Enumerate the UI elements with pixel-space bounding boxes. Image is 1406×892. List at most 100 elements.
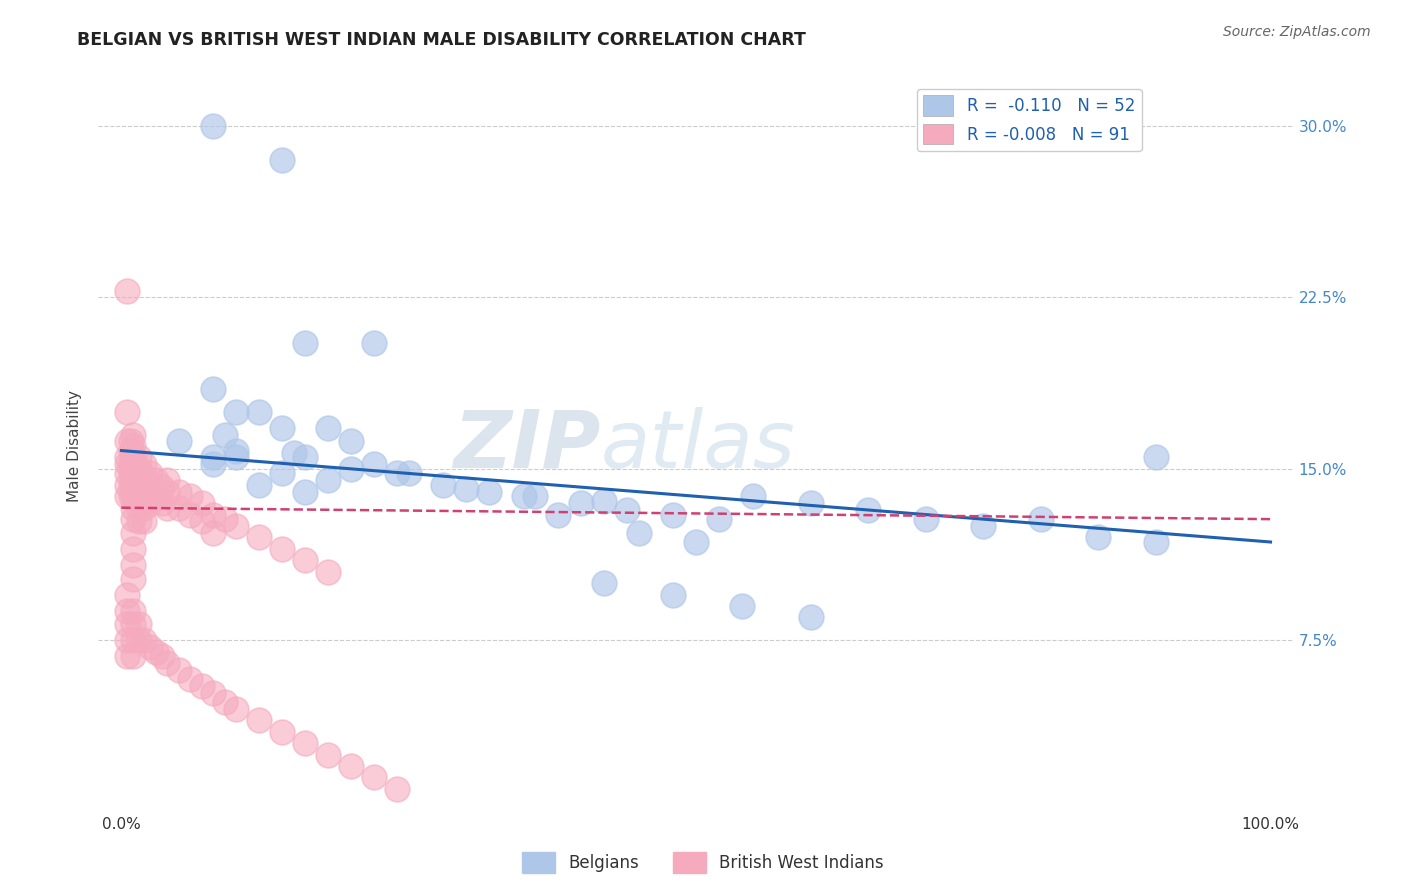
Point: [134, 500, 156, 515]
Point: [120, 443, 142, 458]
Point: [800, 496, 823, 510]
Point: [363, 458, 385, 472]
Point: [271, 541, 294, 556]
Y-axis label: Male Disability: Male Disability: [67, 390, 83, 502]
Point: [120, 458, 142, 472]
Point: [156, 500, 179, 515]
Point: [547, 508, 569, 522]
Point: [191, 515, 214, 529]
Point: [120, 489, 142, 503]
Point: [115, 450, 138, 465]
Point: [247, 530, 270, 544]
Point: [593, 576, 616, 591]
Point: [1144, 450, 1167, 465]
Point: [150, 649, 173, 664]
Point: [115, 604, 138, 618]
Point: [294, 336, 316, 351]
Point: [134, 515, 156, 529]
Point: [179, 508, 201, 522]
Point: [340, 434, 363, 449]
Point: [271, 421, 294, 435]
Point: [340, 462, 363, 476]
Point: [122, 500, 145, 515]
Point: [214, 695, 236, 709]
Point: [271, 724, 294, 739]
Point: [247, 714, 270, 728]
Point: [225, 405, 247, 419]
Point: [478, 484, 501, 499]
Point: [914, 512, 936, 526]
Point: [115, 458, 138, 472]
Point: [202, 119, 225, 133]
Point: [662, 508, 685, 522]
Point: [115, 617, 138, 632]
Point: [122, 633, 145, 648]
Point: [271, 153, 294, 168]
Text: atlas: atlas: [600, 407, 796, 485]
Point: [128, 633, 150, 648]
Point: [316, 421, 339, 435]
Point: [128, 484, 150, 499]
Point: [593, 494, 616, 508]
Point: [363, 771, 385, 785]
Point: [202, 686, 225, 700]
Point: [972, 519, 994, 533]
Point: [115, 649, 138, 664]
Text: ZIP: ZIP: [453, 407, 600, 485]
Legend: Belgians, British West Indians: Belgians, British West Indians: [516, 846, 890, 880]
Point: [271, 467, 294, 481]
Point: [179, 672, 201, 686]
Point: [363, 336, 385, 351]
Point: [167, 663, 190, 677]
Point: [122, 617, 145, 632]
Point: [294, 736, 316, 750]
Point: [167, 434, 190, 449]
Point: [122, 467, 145, 481]
Point: [340, 759, 363, 773]
Point: [202, 382, 225, 396]
Point: [294, 450, 316, 465]
Point: [128, 617, 150, 632]
Point: [122, 489, 145, 503]
Text: Source: ZipAtlas.com: Source: ZipAtlas.com: [1223, 25, 1371, 39]
Point: [122, 450, 145, 465]
Point: [122, 525, 145, 540]
Point: [122, 541, 145, 556]
Point: [283, 446, 305, 460]
Point: [202, 508, 225, 522]
Point: [685, 535, 707, 549]
Text: BELGIAN VS BRITISH WEST INDIAN MALE DISABILITY CORRELATION CHART: BELGIAN VS BRITISH WEST INDIAN MALE DISA…: [77, 31, 806, 49]
Point: [128, 462, 150, 476]
Point: [247, 405, 270, 419]
Point: [150, 496, 173, 510]
Point: [122, 512, 145, 526]
Point: [858, 503, 880, 517]
Point: [122, 604, 145, 618]
Point: [115, 633, 138, 648]
Point: [122, 478, 145, 492]
Point: [202, 450, 225, 465]
Point: [122, 427, 145, 442]
Point: [122, 458, 145, 472]
Point: [179, 489, 201, 503]
Point: [1087, 530, 1109, 544]
Point: [1144, 535, 1167, 549]
Point: [128, 500, 150, 515]
Point: [134, 458, 156, 472]
Point: [150, 480, 173, 494]
Point: [569, 496, 592, 510]
Point: [120, 434, 142, 449]
Point: [134, 468, 156, 483]
Point: [122, 439, 145, 453]
Point: [247, 478, 270, 492]
Point: [225, 519, 247, 533]
Point: [1029, 512, 1052, 526]
Point: [128, 473, 150, 487]
Point: [742, 489, 765, 503]
Point: [139, 496, 162, 510]
Point: [145, 645, 167, 659]
Point: [115, 284, 138, 298]
Point: [115, 467, 138, 481]
Point: [385, 781, 409, 796]
Point: [202, 458, 225, 472]
